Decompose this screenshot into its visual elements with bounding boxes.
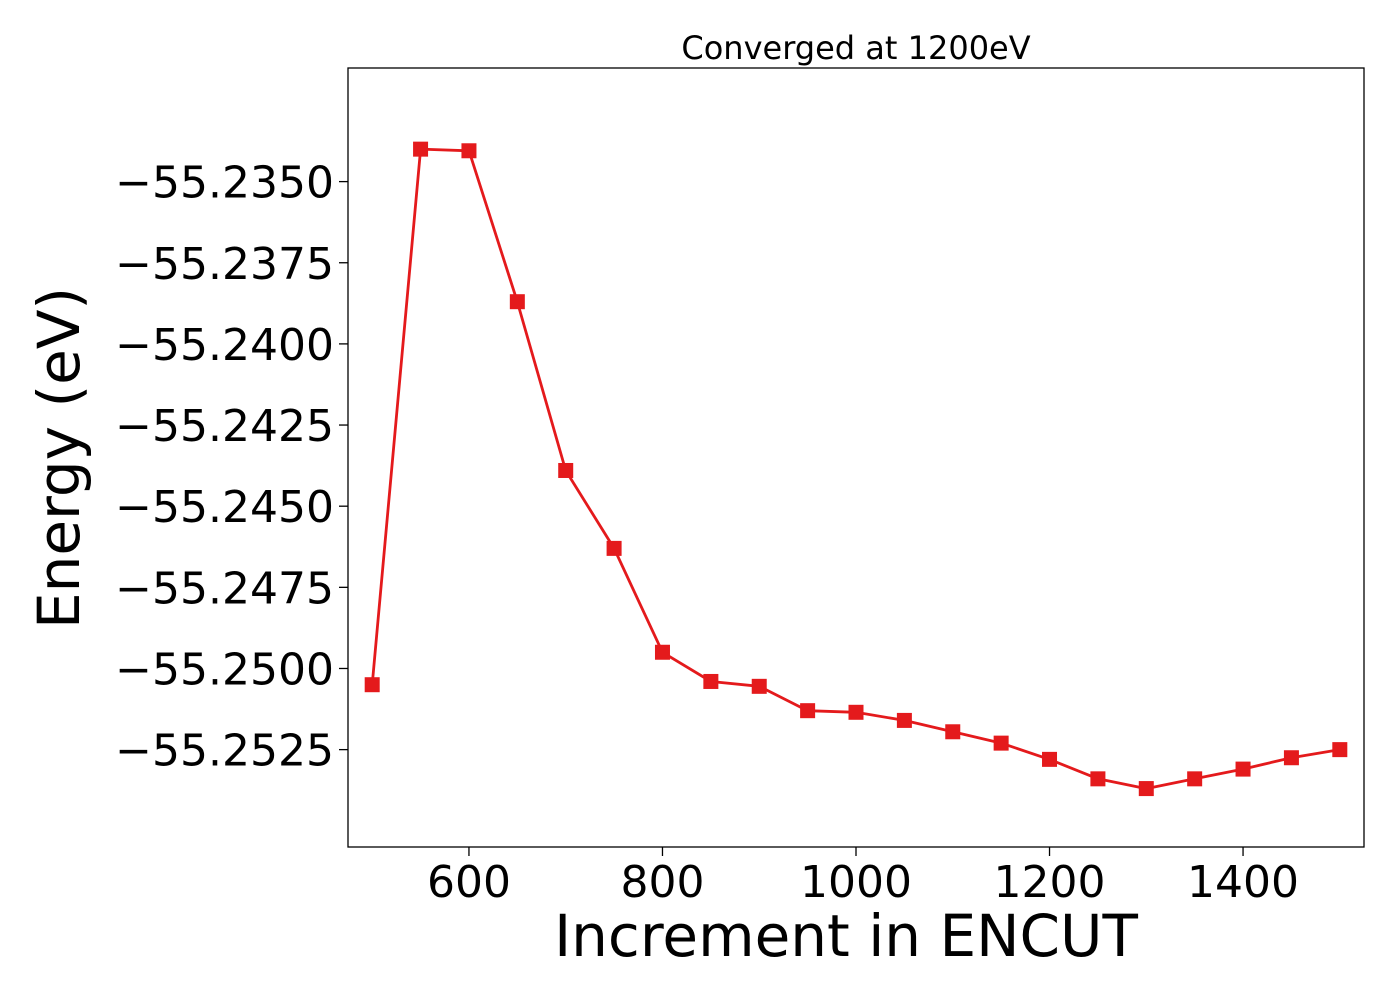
y-tick-label: −55.2400 bbox=[115, 320, 334, 371]
data-point-marker bbox=[606, 540, 622, 556]
data-point-marker bbox=[558, 462, 574, 478]
y-tick-label: −55.2475 bbox=[115, 563, 334, 614]
series-energy bbox=[364, 141, 1348, 797]
data-point-marker bbox=[654, 644, 670, 660]
plot-frame bbox=[347, 67, 1365, 848]
y-tick-label: −55.2525 bbox=[115, 726, 334, 777]
x-axis-ticks: 600 800 1000 1200 1400 bbox=[427, 847, 1299, 908]
data-point-marker bbox=[413, 141, 429, 157]
data-point-marker bbox=[848, 704, 864, 720]
data-point-marker bbox=[509, 294, 525, 310]
data-point-marker bbox=[993, 735, 1009, 751]
data-point-marker bbox=[461, 143, 477, 159]
data-point-marker bbox=[945, 724, 961, 740]
data-point-marker bbox=[1090, 771, 1106, 787]
data-point-marker bbox=[751, 678, 767, 694]
data-point-marker bbox=[1042, 751, 1058, 767]
y-tick-label: −55.2375 bbox=[115, 239, 334, 290]
x-tick-label: 1400 bbox=[1187, 857, 1299, 908]
data-point-marker bbox=[896, 712, 912, 728]
data-point-marker bbox=[1332, 742, 1348, 758]
x-tick-label: 800 bbox=[620, 857, 704, 908]
y-tick-label: −55.2350 bbox=[115, 158, 334, 209]
data-point-marker bbox=[1187, 771, 1203, 787]
y-tick-label: −55.2500 bbox=[115, 644, 334, 695]
x-axis-label: Increment in ENCUT bbox=[554, 902, 1138, 970]
data-point-marker bbox=[1235, 761, 1251, 777]
data-point-marker bbox=[800, 703, 816, 719]
data-point-marker bbox=[364, 677, 380, 693]
x-tick-label: 1000 bbox=[800, 857, 912, 908]
y-tick-label: −55.2450 bbox=[115, 482, 334, 533]
y-axis-ticks: −55.2350 −55.2375 −55.2400 −55.2425 −55.2450… bbox=[115, 158, 348, 777]
x-tick-label: 600 bbox=[427, 857, 511, 908]
data-point-marker bbox=[703, 673, 719, 689]
chart-title: Converged at 1200eV bbox=[681, 29, 1030, 67]
y-axis-label: Energy (eV) bbox=[25, 287, 93, 629]
data-point-marker bbox=[1138, 781, 1154, 797]
y-tick-label: −55.2425 bbox=[115, 401, 334, 452]
data-point-marker bbox=[1283, 750, 1299, 766]
x-tick-label: 1200 bbox=[994, 857, 1106, 908]
